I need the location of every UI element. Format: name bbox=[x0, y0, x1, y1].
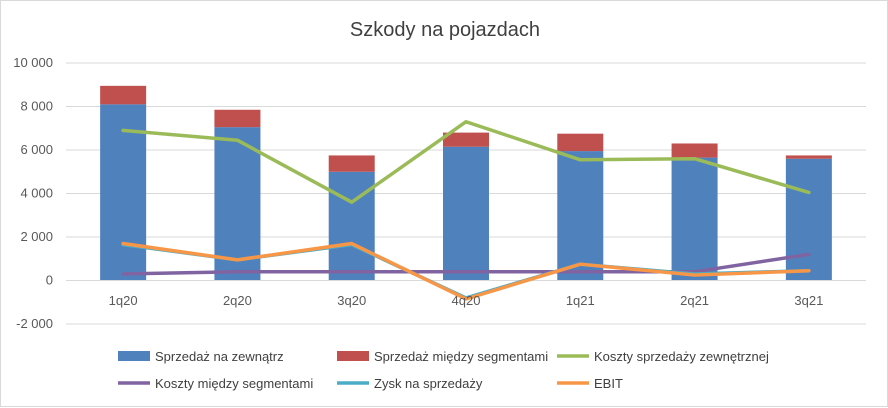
bar-segment-external-sales bbox=[100, 104, 147, 281]
legend-label: Zysk na sprzedaży bbox=[374, 376, 483, 391]
bar-segment-inter-segment-sales bbox=[100, 85, 147, 105]
y-tick-label: -2 000 bbox=[16, 316, 53, 331]
legend: Sprzedaż na zewnątrz Sprzedaż między segm… bbox=[118, 349, 769, 391]
legend-label: Koszty między segmentami bbox=[155, 376, 313, 391]
bar-segment-external-sales bbox=[328, 171, 375, 281]
bar-segment-external-sales bbox=[443, 146, 489, 281]
x-tick-label: 1q21 bbox=[566, 293, 595, 308]
x-tick-label: 2q20 bbox=[223, 293, 252, 308]
line-ebit bbox=[121, 241, 811, 301]
y-axis-tick-labels: -2 000 0 2 000 4 000 6 000 8 000 10 000 bbox=[13, 55, 53, 331]
bar-segment-external-sales bbox=[214, 127, 261, 281]
x-tick-label: 1q20 bbox=[109, 293, 138, 308]
x-tick-label: 2q21 bbox=[680, 293, 709, 308]
bar-segment-inter-segment-sales bbox=[785, 155, 832, 159]
y-tick-label: 4 000 bbox=[20, 186, 53, 201]
chart-title: Szkody na pojazdach bbox=[350, 19, 540, 41]
y-tick-label: 8 000 bbox=[20, 99, 53, 114]
legend-label: Koszty sprzedaży zewnętrznej bbox=[594, 349, 769, 364]
x-tick-label: 3q21 bbox=[794, 293, 823, 308]
line-external-costs bbox=[121, 119, 811, 204]
legend-swatch bbox=[337, 351, 369, 361]
y-tick-label: 6 000 bbox=[20, 142, 53, 157]
x-tick-label: 3q20 bbox=[337, 293, 366, 308]
y-tick-label: 2 000 bbox=[20, 229, 53, 244]
bars bbox=[100, 85, 832, 281]
bar-segment-inter-segment-sales bbox=[557, 133, 604, 152]
y-tick-label: 10 000 bbox=[13, 55, 53, 70]
bar-segment-external-sales bbox=[785, 158, 832, 281]
bar-segment-inter-segment-sales bbox=[214, 109, 261, 128]
legend-label: Sprzedaż na zewnątrz bbox=[155, 349, 284, 364]
bar-segment-external-sales bbox=[557, 151, 604, 281]
bar-segment-inter-segment-sales bbox=[443, 132, 489, 147]
legend-label: EBIT bbox=[594, 376, 623, 391]
line-inter-segment-costs bbox=[121, 252, 811, 276]
legend-label: Sprzedaż między segmentami bbox=[374, 349, 548, 364]
series-lines bbox=[121, 119, 811, 301]
legend-swatch bbox=[118, 351, 150, 361]
x-tick-label: 4q20 bbox=[452, 293, 481, 308]
bar-segment-inter-segment-sales bbox=[328, 155, 375, 172]
y-tick-label: 0 bbox=[46, 273, 53, 288]
x-axis-tick-labels: 1q20 2q20 3q20 4q20 1q21 2q21 3q21 bbox=[109, 293, 824, 308]
bar-segment-external-sales bbox=[671, 157, 718, 281]
bar-segment-inter-segment-sales bbox=[671, 143, 718, 158]
